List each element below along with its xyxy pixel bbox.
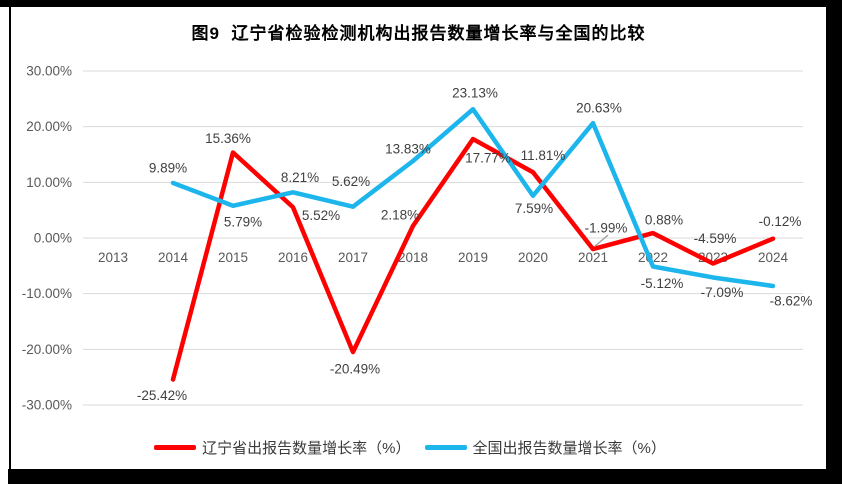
y-axis-labels: -30.00% -20.00% -10.00% 0.00% 10.00% 20.00% 30… (22, 64, 72, 413)
x-tick-label: 2019 (458, 250, 488, 265)
frame-border-right (826, 0, 842, 484)
frame-border-top (0, 0, 842, 7)
x-axis-labels: 2013 2014 2015 2016 2017 2018 2019 2020 2021 2022… (98, 250, 789, 265)
data-label: -4.59% (694, 231, 737, 246)
label-leader-line (594, 234, 609, 247)
x-tick-label: 2015 (218, 250, 248, 265)
y-tick-label: 0.00% (34, 231, 72, 246)
data-label: -0.12% (759, 214, 802, 229)
data-label: 0.88% (645, 213, 683, 228)
data-label: 17.77% (465, 151, 511, 166)
data-labels-series-0: -25.42% 15.36% 5.52% -20.49% 2.18% 17.77% 11.8… (137, 131, 802, 403)
x-tick-label: 2016 (278, 250, 308, 265)
data-label: -5.12% (641, 276, 684, 291)
data-label: -1.99% (585, 221, 628, 236)
x-tick-label: 2017 (338, 250, 368, 265)
data-label: 5.62% (332, 174, 370, 189)
data-label: -20.49% (330, 362, 380, 377)
x-tick-label: 2014 (158, 250, 189, 265)
data-label: 23.13% (452, 86, 498, 101)
y-tick-label: 30.00% (26, 64, 72, 79)
legend-label-liaoning: 辽宁省出报告数量增长率（%） (202, 439, 411, 457)
y-tick-label: 20.00% (26, 119, 72, 134)
y-tick-label: -20.00% (22, 342, 72, 357)
legend-item-national: 全国出报告数量增长率（%） (424, 437, 666, 458)
x-tick-label: 2020 (518, 250, 548, 265)
data-label: 11.81% (521, 148, 566, 163)
frame-border-left (9, 7, 11, 469)
y-tick-label: -10.00% (22, 286, 72, 301)
frame-border-bottom (8, 469, 842, 484)
data-label: 2.18% (381, 207, 419, 222)
legend-label-national: 全国出报告数量增长率（%） (472, 439, 666, 457)
y-tick-label: -30.00% (22, 398, 72, 413)
data-label: 15.36% (205, 131, 251, 146)
data-label: 8.21% (281, 170, 319, 185)
data-label: -7.09% (701, 285, 744, 300)
data-label: 9.89% (149, 160, 187, 175)
data-labels-series-1: 9.89% 5.79% 8.21% 5.62% 13.83% 23.13% 7.59% 20.… (149, 86, 813, 309)
data-label: 13.83% (385, 142, 431, 157)
data-label: 7.59% (515, 201, 553, 216)
legend-line-swatch-blue (424, 444, 467, 450)
x-tick-label: 2024 (758, 250, 789, 265)
data-label: -25.42% (137, 388, 187, 403)
x-tick-label: 2018 (398, 250, 428, 265)
chart-title: 图9 辽宁省检验检测机构出报告数量增长率与全国的比较 (191, 24, 646, 43)
legend-item-liaoning: 辽宁省出报告数量增长率（%） (154, 437, 411, 458)
x-tick-label: 2021 (578, 250, 608, 265)
data-label: -8.62% (770, 293, 813, 308)
gridlines (83, 70, 803, 406)
data-label: 5.52% (302, 208, 340, 223)
x-tick-label: 2013 (98, 250, 128, 265)
legend-line-swatch-red (154, 444, 197, 450)
series-line-0 (170, 136, 776, 382)
chart-legend: 辽宁省出报告数量增长率（%） 全国出报告数量增长率（%） (80, 436, 740, 458)
data-label: 20.63% (576, 101, 622, 116)
series-line-1 (170, 106, 776, 289)
y-tick-label: 10.00% (26, 175, 72, 190)
data-label: 5.79% (224, 214, 262, 229)
